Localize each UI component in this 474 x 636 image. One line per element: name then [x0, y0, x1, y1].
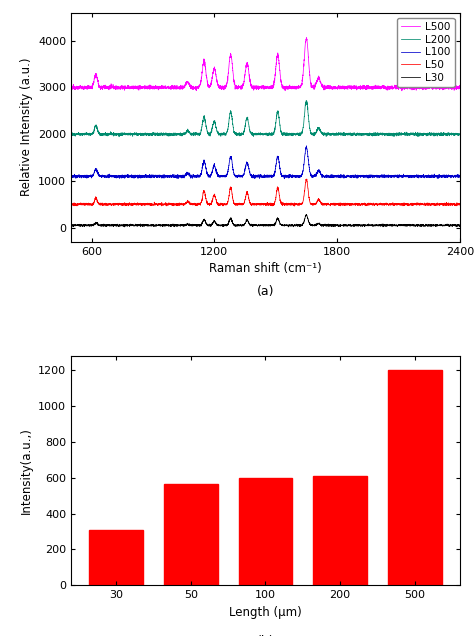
X-axis label: Raman shift (cm⁻¹): Raman shift (cm⁻¹) [209, 262, 322, 275]
Bar [164, 484, 218, 585]
L50 [457, 201, 463, 209]
Bar [388, 370, 442, 585]
L200 [116, 133, 122, 141]
L30 [390, 222, 395, 230]
Y-axis label: Intensity(a.u.,): Intensity(a.u.,) [19, 427, 33, 514]
L100 [404, 172, 410, 179]
L50 [404, 201, 410, 209]
L50 [68, 200, 74, 208]
L100 [246, 162, 251, 169]
L200 [418, 131, 424, 139]
L200 [207, 131, 213, 139]
L30 [68, 221, 74, 229]
Legend: L500, L200, L100, L50, L30: L500, L200, L100, L50, L30 [397, 18, 455, 86]
Line: L100: L100 [71, 146, 460, 179]
Line: L200: L200 [71, 100, 460, 137]
Text: (a): (a) [257, 285, 274, 298]
L500 [294, 85, 300, 93]
X-axis label: Length (μm): Length (μm) [229, 605, 302, 619]
L500 [457, 83, 463, 91]
L30 [122, 223, 128, 231]
L50 [418, 200, 424, 208]
L50 [390, 201, 395, 209]
Line: L500: L500 [71, 38, 460, 91]
L30 [457, 221, 463, 229]
L100 [390, 172, 395, 179]
Bar [238, 478, 292, 585]
L100 [68, 172, 74, 180]
L500 [68, 84, 74, 92]
L200 [68, 131, 74, 139]
L500 [207, 81, 212, 89]
L100 [207, 173, 212, 181]
Y-axis label: Relative Intensity (a.u.): Relative Intensity (a.u.) [19, 58, 33, 197]
L100 [418, 172, 424, 180]
L200 [303, 97, 309, 104]
L100 [282, 175, 287, 183]
L500 [304, 34, 310, 41]
Line: L50: L50 [71, 179, 460, 206]
L50 [294, 200, 300, 208]
L200 [457, 131, 463, 139]
L500 [390, 85, 395, 93]
L30 [303, 211, 309, 218]
L200 [390, 131, 395, 139]
L50 [292, 202, 297, 210]
L50 [246, 192, 251, 200]
L50 [304, 176, 310, 183]
L500 [246, 62, 251, 70]
L30 [207, 221, 213, 229]
L500 [404, 84, 410, 92]
L500 [399, 87, 405, 95]
L500 [418, 84, 424, 92]
L30 [294, 222, 300, 230]
L200 [294, 131, 300, 139]
L100 [294, 172, 300, 180]
L30 [246, 218, 251, 225]
L200 [404, 130, 410, 137]
L100 [304, 142, 310, 149]
L30 [404, 222, 410, 230]
Bar [89, 530, 143, 585]
L200 [246, 119, 251, 127]
Bar [313, 476, 367, 585]
L50 [207, 202, 212, 209]
L100 [457, 174, 463, 181]
Line: L30: L30 [71, 214, 460, 227]
L30 [418, 221, 424, 228]
